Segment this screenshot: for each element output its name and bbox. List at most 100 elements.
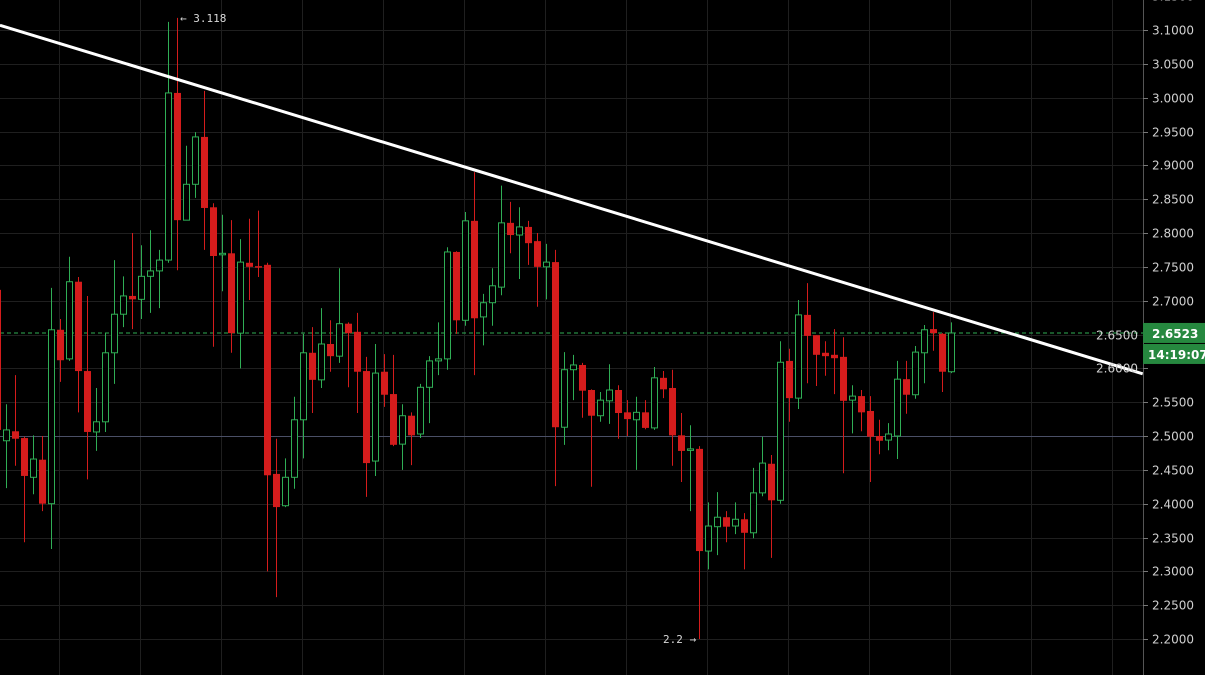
candle-up [3, 404, 10, 489]
candle-body [840, 356, 847, 401]
candle-body [408, 415, 415, 436]
candle-body [147, 270, 154, 277]
candle-down [678, 413, 685, 483]
candle-up [183, 145, 190, 221]
candle-body [579, 364, 586, 391]
candle-body [741, 519, 748, 533]
candle-up [759, 436, 766, 497]
candle-body [489, 285, 496, 304]
candle-body [921, 329, 928, 354]
candles [0, 17, 955, 640]
candle-body [84, 371, 91, 432]
candle-up [543, 243, 550, 300]
countdown-tag: 14:19:07 [1143, 343, 1205, 364]
axis-tick-label: 3.0000 [1152, 92, 1194, 106]
candle-up [849, 385, 856, 434]
trendline[interactable] [0, 23, 1144, 376]
candle-body [3, 429, 10, 442]
candle-up [165, 21, 172, 263]
candle-body [948, 332, 955, 373]
candle-body [606, 389, 613, 402]
candle-body [354, 331, 361, 372]
candle-body [831, 354, 838, 359]
candle-down [822, 341, 829, 376]
axis-tick-label: 2.4000 [1152, 498, 1194, 512]
candle-down [408, 412, 415, 466]
axis-tick-label: 2.8000 [1152, 227, 1194, 241]
candle-down [363, 356, 370, 497]
price-axis[interactable]: 3.1500 3.1000 3.0500 3.0000 2.9500 2.9000 2.85… [1096, 0, 1205, 675]
candle-down [903, 360, 910, 414]
candle-body [219, 252, 226, 256]
candle-up [156, 249, 163, 309]
candle-up [93, 387, 100, 451]
candle-body [732, 518, 739, 527]
candle-up [687, 425, 694, 512]
candle-body [390, 394, 397, 445]
candle-body [21, 438, 28, 476]
candle-body [201, 136, 208, 208]
candle-down [624, 400, 631, 437]
candle-up [291, 396, 298, 489]
candle-up [120, 276, 127, 328]
candle-down [12, 375, 19, 466]
last-price-value: 2.6523 [1152, 327, 1198, 341]
candle-body [903, 379, 910, 395]
axis-tick-label: 2.9000 [1152, 159, 1194, 173]
candle-down [669, 369, 676, 466]
candle-body [651, 377, 658, 429]
candle-up [570, 354, 577, 401]
candle-down [381, 354, 388, 407]
candle-body [669, 387, 676, 436]
candle-body [849, 395, 856, 401]
candle-body [0, 289, 1, 430]
candle-body [282, 476, 289, 507]
candle-up [885, 423, 892, 451]
axis-tick-label: 2.2500 [1152, 599, 1194, 613]
candle-down [390, 354, 397, 447]
high-annotation: ← 3.118 [180, 12, 226, 25]
candle-down [813, 335, 820, 386]
bar-countdown: 14:19:07 [1148, 348, 1205, 362]
candle-down [21, 436, 28, 543]
candle-body [660, 377, 667, 390]
candle-body [795, 314, 802, 399]
candle-body [48, 329, 55, 505]
candle-down [858, 390, 865, 432]
candle-down [768, 454, 775, 558]
candle-body [930, 329, 937, 334]
candle-body [714, 516, 721, 528]
candle-down [507, 201, 514, 254]
axis-tick-label: 2.5000 [1152, 430, 1194, 444]
candle-up [651, 366, 658, 430]
candle-body [597, 399, 604, 417]
candle-down [201, 90, 208, 250]
candle-down [876, 419, 883, 455]
candle-up [300, 333, 307, 459]
candle-body [183, 183, 190, 221]
axis-tick-label: 2.6500 [1096, 329, 1138, 343]
candle-body [705, 525, 712, 552]
candle-down [786, 348, 793, 422]
candle-body [174, 92, 181, 221]
candle-up [318, 308, 325, 388]
candle-up [597, 392, 604, 422]
candle-up [921, 325, 928, 384]
candle-down [453, 251, 460, 334]
candle-up [750, 467, 757, 539]
candle-body [336, 323, 343, 357]
candle-down [264, 262, 271, 572]
candle-down [534, 233, 541, 307]
axis-tick-label: 2.7500 [1152, 261, 1194, 275]
candle-up [66, 256, 73, 361]
candle-body [75, 281, 82, 372]
last-price-tag: 2.6523 [1143, 322, 1205, 343]
axis-tick-label: 2.7000 [1152, 295, 1194, 309]
candle-up [426, 356, 433, 424]
candle-up [282, 458, 289, 508]
candle-body [759, 462, 766, 494]
axis-tick-label: 2.3000 [1152, 565, 1194, 579]
candle-up [444, 247, 451, 370]
candle-body [57, 329, 64, 361]
